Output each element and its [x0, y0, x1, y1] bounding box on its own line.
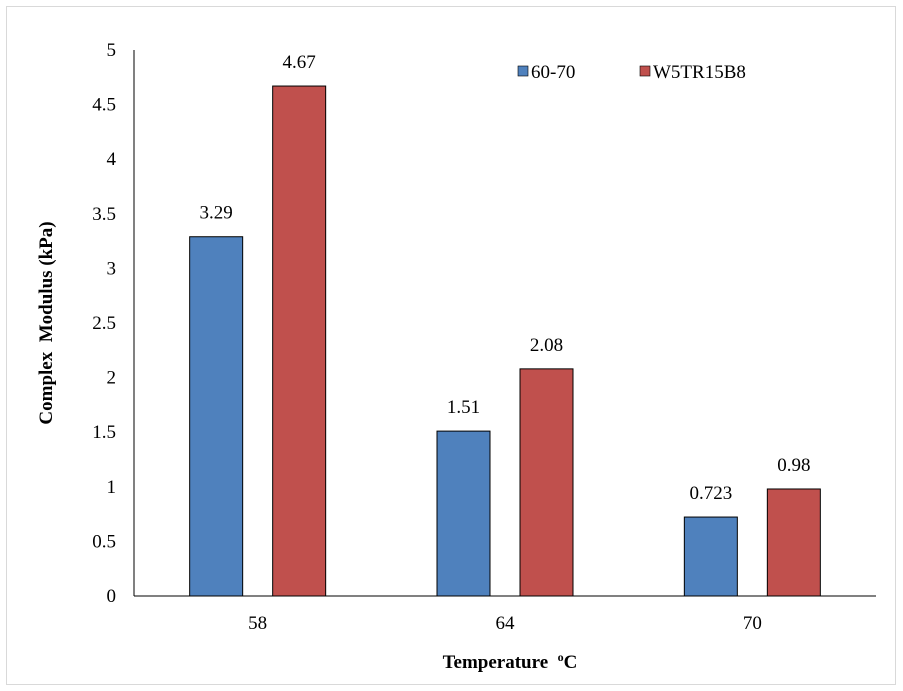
legend: 60-70 W5TR15B8: [517, 62, 746, 83]
data-label: 0.723: [689, 483, 732, 504]
bar-w5tr15b8-70: [766, 488, 821, 597]
bar-w5tr15b8-58: [272, 85, 327, 597]
x-axis-title-text: Temperature: [443, 652, 549, 673]
y-tick-label: 0.5: [92, 531, 116, 552]
x-tick-label: 58: [248, 613, 267, 634]
y-tick-labels: 0 0.5 1 1.5 2 2.5 3 3.5 4 4.5 5: [92, 40, 116, 607]
y-tick-label: 3.5: [92, 204, 116, 225]
x-axis-title-degree: o: [558, 650, 564, 664]
y-tick-label: 2: [107, 368, 117, 389]
x-axis-title-spacer: [548, 652, 558, 673]
bar-60-70-64: [436, 430, 491, 597]
x-tick-label: 64: [496, 613, 516, 634]
x-axis-title: Temperature oC: [443, 650, 578, 673]
data-label: 3.29: [200, 203, 233, 224]
legend-swatch-w5tr15b8: [639, 65, 651, 77]
bar-60-70-58: [189, 236, 244, 597]
axes: [133, 50, 876, 597]
legend-label-w5tr15b8: W5TR15B8: [653, 62, 746, 83]
x-tick-label: 70: [743, 613, 762, 634]
data-label: 4.67: [283, 52, 316, 73]
y-tick-label: 1.5: [92, 422, 116, 443]
y-tick-label: 5: [107, 40, 117, 61]
bars: [189, 85, 821, 597]
legend-label-60-70: 60-70: [531, 62, 575, 83]
legend-swatch-60-70: [517, 65, 529, 77]
y-tick-label: 4.5: [92, 95, 116, 116]
y-tick-label: 0: [107, 586, 117, 607]
y-tick-label: 4: [107, 149, 117, 170]
data-labels: 3.29 4.67 1.51 2.08 0.723 0.98: [200, 52, 811, 504]
data-label: 2.08: [530, 335, 563, 356]
y-tick-label: 1: [107, 477, 117, 498]
x-tick-labels: 58 64 70: [248, 613, 762, 634]
bar-w5tr15b8-64: [519, 368, 574, 597]
y-tick-label: 2.5: [92, 313, 116, 334]
bar-60-70-70: [683, 516, 738, 597]
data-label: 1.51: [447, 397, 480, 418]
y-tick-label: 3: [107, 258, 117, 279]
y-axis-title: Complex Modulus (kPa): [36, 221, 57, 424]
x-axis-title-unit: C: [564, 652, 578, 673]
data-label: 0.98: [777, 455, 810, 476]
